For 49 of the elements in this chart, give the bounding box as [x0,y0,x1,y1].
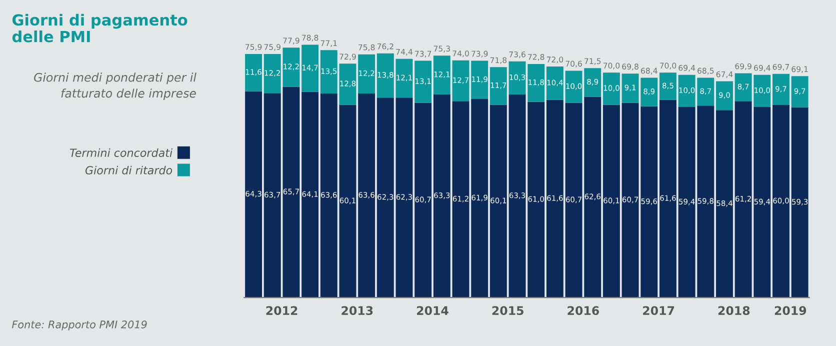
text: Giorni medi ponderati per il fatturato delle imprese [34,72,196,100]
bar [716,81,733,110]
x-tick-label: 2018 [718,306,750,316]
bar [546,66,564,100]
bar [772,105,790,298]
bar [245,54,262,92]
bar [396,98,413,298]
bar [452,60,470,102]
bar [546,100,564,298]
bar [302,44,319,92]
bar [452,101,470,298]
bar [433,94,450,298]
bar [490,104,507,298]
bar [791,76,808,108]
bar [602,104,620,298]
bar [602,72,620,105]
legend-label: Termini concordati [70,148,173,157]
x-tick-label: 2014 [416,306,448,316]
bar [508,61,526,94]
x-tick-label: 2013 [342,306,373,316]
bar [659,72,676,100]
bar [528,64,545,102]
x-tick-label: 2015 [492,306,524,316]
text: Giorni di pagamento delle PMI [12,14,188,42]
bar [396,58,413,98]
bar [791,107,808,298]
bar [659,100,676,298]
bar [772,74,790,106]
legend-label: Giorni di ritardo [85,166,172,174]
bar [358,54,376,94]
source-note: Fonte: Rapporto PMI 2019 [12,320,147,330]
bar [358,93,376,298]
x-tick-label: 2016 [568,306,599,316]
bar [490,67,507,105]
bar [433,56,450,94]
bar [414,60,432,103]
bar [414,102,432,298]
bar [471,60,488,99]
bar [302,92,319,298]
bar [245,91,262,298]
bar [376,98,394,298]
bar [528,102,545,298]
bar [376,53,394,98]
x-tick-label: 2017 [643,306,674,316]
x-tick-label: 2012 [266,306,298,316]
bar [508,94,526,298]
bar [716,110,733,298]
x-tick-label: 2019 [774,306,806,316]
bar [471,98,488,298]
